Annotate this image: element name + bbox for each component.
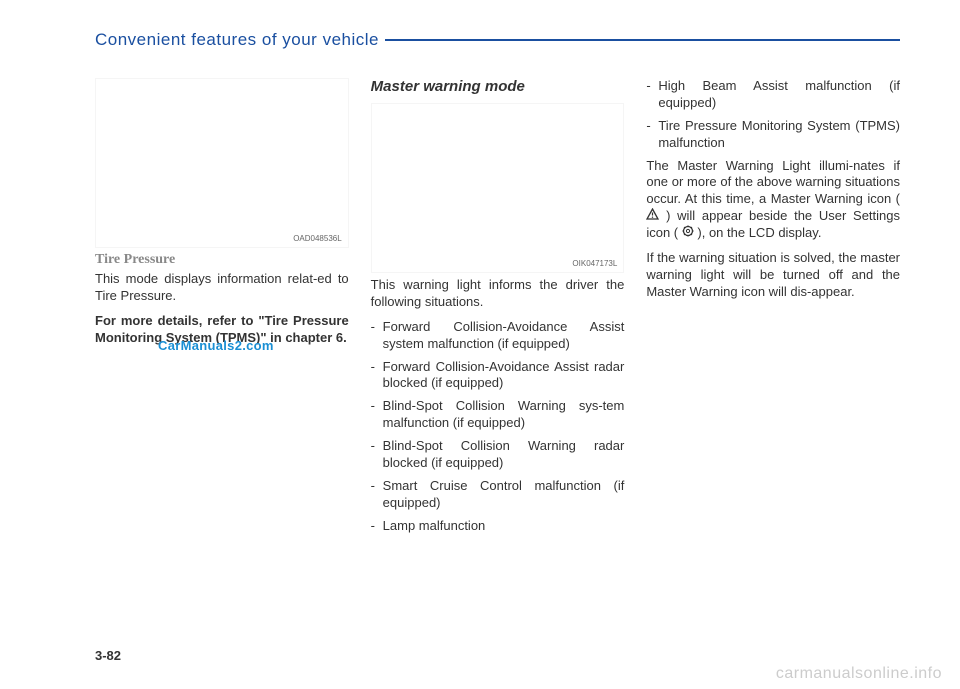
header-divider: [385, 39, 900, 41]
column-3: -High Beam Assist malfunction (if equipp…: [646, 78, 900, 541]
dash: -: [371, 319, 383, 353]
list-item: -Forward Collision-Avoidance Assist syst…: [371, 319, 625, 353]
list-item: -High Beam Assist malfunction (if equipp…: [646, 78, 900, 112]
dash: -: [646, 78, 658, 112]
master-warning-figure: OIK047173L: [371, 103, 625, 273]
dash: -: [371, 518, 383, 535]
dash: -: [646, 118, 658, 152]
body-text: This warning light informs the driver th…: [371, 277, 625, 311]
column-2: Master warning mode OIK047173L This warn…: [371, 78, 625, 541]
tire-pressure-figure: OAD048536L: [95, 78, 349, 248]
column-1: OAD048536L Tire Pressure This mode displ…: [95, 78, 349, 541]
text-part: ), on the LCD display.: [697, 225, 821, 240]
columns-container: OAD048536L Tire Pressure This mode displ…: [95, 78, 900, 541]
figure-label: OIK047173L: [572, 259, 617, 268]
warning-triangle-icon: [646, 208, 659, 225]
list-item: -Blind-Spot Collision Warning sys-tem ma…: [371, 398, 625, 432]
list-text: Tire Pressure Monitoring System (TPMS) m…: [658, 118, 900, 152]
text-part: The Master Warning Light illumi-nates if…: [646, 158, 900, 207]
list-item: -Lamp malfunction: [371, 518, 625, 535]
list-text: Smart Cruise Control malfunction (if equ…: [383, 478, 625, 512]
body-text: If the warning situation is solved, the …: [646, 250, 900, 301]
list-text: Lamp malfunction: [383, 518, 625, 535]
list-text: Forward Collision-Avoidance Assist radar…: [383, 359, 625, 393]
gear-icon: [682, 225, 694, 242]
list-item: -Tire Pressure Monitoring System (TPMS) …: [646, 118, 900, 152]
body-text-with-icons: The Master Warning Light illumi-nates if…: [646, 158, 900, 243]
list-text: Blind-Spot Collision Warning radar block…: [383, 438, 625, 472]
dash: -: [371, 359, 383, 393]
page-number: 3-82: [95, 648, 121, 663]
list-item: -Smart Cruise Control malfunction (if eq…: [371, 478, 625, 512]
dash: -: [371, 398, 383, 432]
figure-label: OAD048536L: [293, 234, 341, 243]
tire-pressure-heading: Tire Pressure: [95, 252, 349, 268]
watermark-footer: carmanualsonline.info: [776, 665, 942, 683]
section-header: Convenient features of your vehicle: [95, 30, 900, 50]
page: Convenient features of your vehicle OAD0…: [0, 0, 960, 689]
dash: -: [371, 438, 383, 472]
list-item: -Forward Collision-Avoidance Assist rada…: [371, 359, 625, 393]
dash: -: [371, 478, 383, 512]
list-text: Blind-Spot Collision Warning sys-tem mal…: [383, 398, 625, 432]
list-text: High Beam Assist malfunction (if equippe…: [658, 78, 900, 112]
section-title: Convenient features of your vehicle: [95, 30, 383, 50]
body-text: This mode displays information relat-ed …: [95, 271, 349, 305]
list-item: -Blind-Spot Collision Warning radar bloc…: [371, 438, 625, 472]
watermark-carmanuals2: CarManuals2.com: [158, 338, 274, 353]
master-warning-heading: Master warning mode: [371, 78, 625, 95]
list-text: Forward Collision-Avoidance Assist syste…: [383, 319, 625, 353]
